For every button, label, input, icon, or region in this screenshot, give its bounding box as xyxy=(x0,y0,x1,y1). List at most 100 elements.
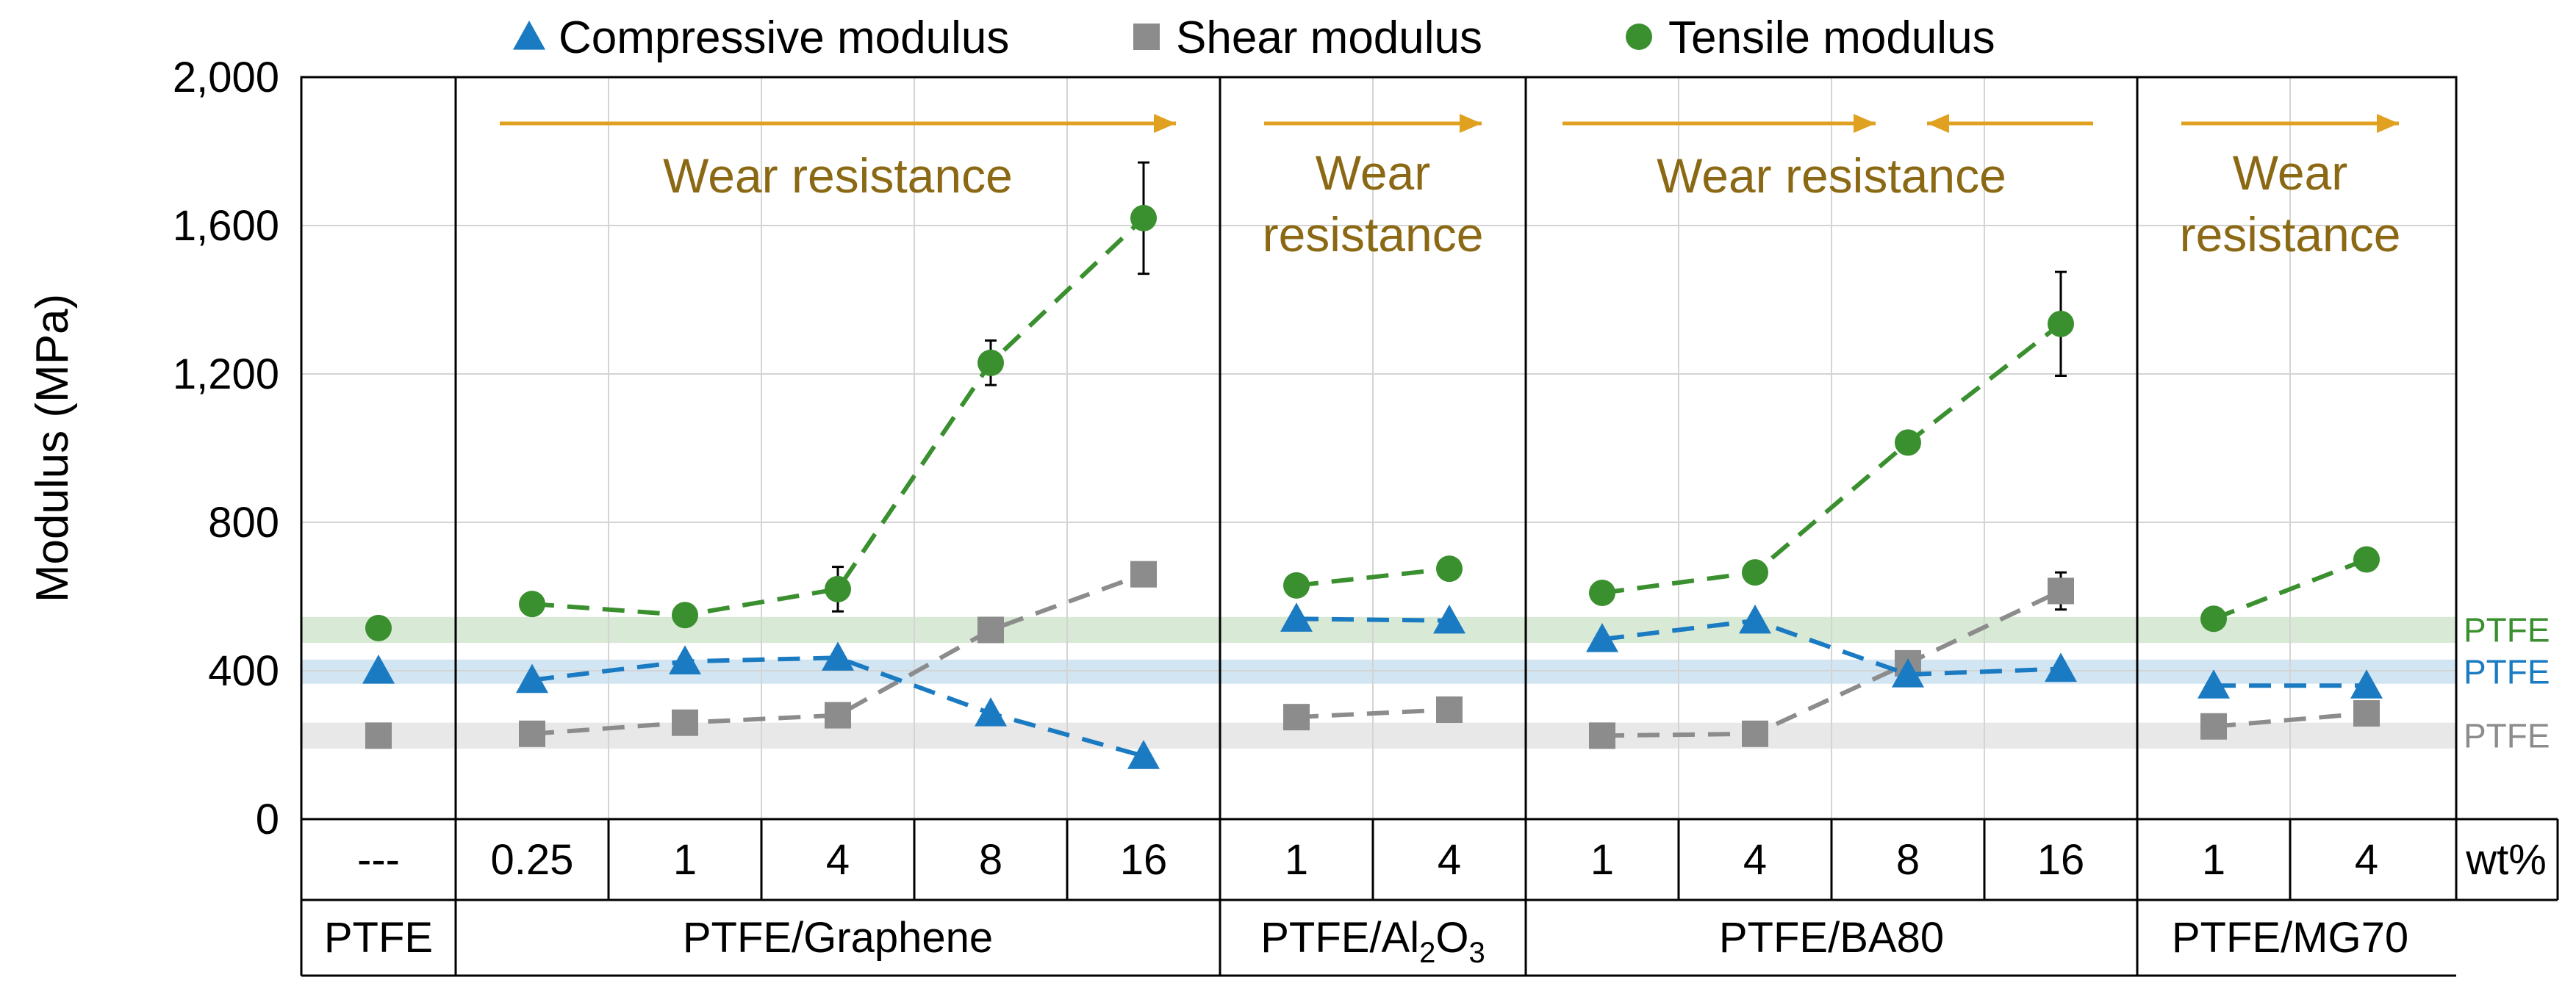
compressive-point xyxy=(2198,669,2230,699)
shear-line-4 xyxy=(2213,711,2367,729)
compressive-point xyxy=(1586,623,1618,652)
shear-point xyxy=(1130,561,1157,588)
shear-point xyxy=(672,709,698,736)
wear-arrow-head xyxy=(2377,114,2399,133)
wear-resistance-label: resistance xyxy=(2180,207,2401,262)
shear-line-2 xyxy=(1296,707,1450,720)
ptfe-band-label-tensile: PTFE xyxy=(2464,610,2550,649)
tensile-point xyxy=(1589,579,1615,606)
tensile-legend-label: Tensile modulus xyxy=(1668,12,1995,63)
x-category-label: 1 xyxy=(2202,836,2225,884)
shear-point xyxy=(825,702,851,729)
y-tick-label: 0 xyxy=(256,796,279,843)
compressive-point xyxy=(362,655,395,684)
group-label: PTFE/Al2O3 xyxy=(1260,914,1485,969)
plot-border xyxy=(300,76,2458,821)
shear-legend-label: Shear modulus xyxy=(1176,12,1482,63)
x-category-label: 4 xyxy=(1743,836,1767,884)
y-tick-label: 2,000 xyxy=(173,54,279,101)
plot-frame xyxy=(300,76,2559,977)
wear-arrow-head xyxy=(1460,114,1482,133)
compressive-point xyxy=(1739,604,1771,634)
shear-point xyxy=(977,616,1004,644)
tensile-point xyxy=(1742,559,1768,586)
x-category-label: 16 xyxy=(2037,836,2085,884)
annotations: Wear resistance Wear resistance Wear resist… xyxy=(500,114,2400,262)
unit-label: wt% xyxy=(2465,836,2547,884)
wear-arrow-reverse-head xyxy=(1927,114,1949,133)
compressive-line-3 xyxy=(1601,618,2062,677)
shear-point xyxy=(2048,577,2074,605)
tensile-point xyxy=(365,614,392,641)
shear-legend-marker xyxy=(1133,24,1160,50)
tensile-point xyxy=(1436,555,1463,583)
wear-resistance-label: Wear xyxy=(1316,145,1431,200)
shear-point xyxy=(1436,696,1463,724)
y-tick-label: 1,200 xyxy=(173,350,279,398)
compressive-line-2 xyxy=(1296,616,1450,623)
shear-point xyxy=(1742,720,1768,747)
group-label: PTFE/Graphene xyxy=(683,914,993,962)
tensile-point xyxy=(2200,605,2227,633)
x-category-label: 1 xyxy=(1590,836,1614,884)
shear-point xyxy=(519,720,545,747)
compressive-legend-label: Compressive modulus xyxy=(559,12,1009,63)
compressive-point xyxy=(1892,658,1924,688)
compressive-point xyxy=(669,645,701,674)
x-category-label: 0.25 xyxy=(491,836,574,884)
x-category-label: 4 xyxy=(826,836,850,884)
tensile-point xyxy=(2048,310,2074,337)
x-category-label: 8 xyxy=(979,836,1002,884)
tensile-point xyxy=(1283,572,1310,599)
tensile-point xyxy=(519,591,545,618)
y-tick-label: 800 xyxy=(208,499,279,547)
ptfe-band-compressive xyxy=(301,659,2456,684)
tensile-point xyxy=(977,349,1004,376)
shear-line-3 xyxy=(1601,588,2062,738)
legend: Compressive modulus Shear modulus Tensile … xyxy=(513,12,1995,63)
y-axis-title: Modulus (MPa) xyxy=(27,294,78,602)
shear-point xyxy=(365,722,392,749)
tensile-point xyxy=(825,575,851,602)
compressive-point xyxy=(2045,652,2077,682)
group-label: PTFE/BA80 xyxy=(1719,914,1944,962)
shear-line-1 xyxy=(531,572,1145,736)
compressive-point xyxy=(2350,669,2383,699)
y-tick-label: 400 xyxy=(208,647,279,695)
tensile-legend-marker xyxy=(1626,24,1652,50)
tensile-point xyxy=(2353,546,2380,573)
wear-arrow-head xyxy=(1154,114,1176,133)
wear-resistance-label: Wear resistance xyxy=(663,148,1013,203)
wear-resistance-label: resistance xyxy=(1263,207,1484,262)
tensile-point xyxy=(1895,429,1921,456)
ptfe-band-shear xyxy=(301,722,2456,749)
tensile-line-1 xyxy=(531,216,1146,618)
wear-resistance-label: Wear resistance xyxy=(1657,148,2006,203)
x-category-label: 1 xyxy=(1285,836,1308,884)
shear-point xyxy=(1283,704,1310,731)
shear-point xyxy=(1589,722,1615,749)
compressive-point xyxy=(516,663,548,694)
wear-arrow-head xyxy=(1854,114,1876,133)
group-label: PTFE/MG70 xyxy=(2172,914,2408,962)
shear-point xyxy=(2200,713,2227,740)
tensile-point xyxy=(672,602,698,629)
x-category-label: 8 xyxy=(1896,836,1920,884)
compressive-point xyxy=(822,641,854,671)
compressive-legend-marker xyxy=(513,21,545,50)
tensile-point xyxy=(1130,204,1157,231)
x-category-label: 16 xyxy=(1120,836,1168,884)
ptfe-band-label-compressive: PTFE xyxy=(2464,652,2550,691)
axes: 0 400 800 1,200 1,600 2,000 Modulus (MPa) --- PT… xyxy=(27,54,2547,969)
wear-resistance-label: Wear xyxy=(2233,145,2348,200)
compressive-point xyxy=(1127,740,1160,769)
group-label: PTFE xyxy=(324,914,433,962)
compressive-point xyxy=(1433,604,1465,634)
x-category-label: 1 xyxy=(673,836,697,884)
compressive-point xyxy=(1280,602,1313,632)
tensile-line-2 xyxy=(1296,566,1450,588)
data-series xyxy=(362,161,2383,769)
x-category-label: 4 xyxy=(1438,836,1461,884)
x-category-label: 4 xyxy=(2355,836,2378,884)
